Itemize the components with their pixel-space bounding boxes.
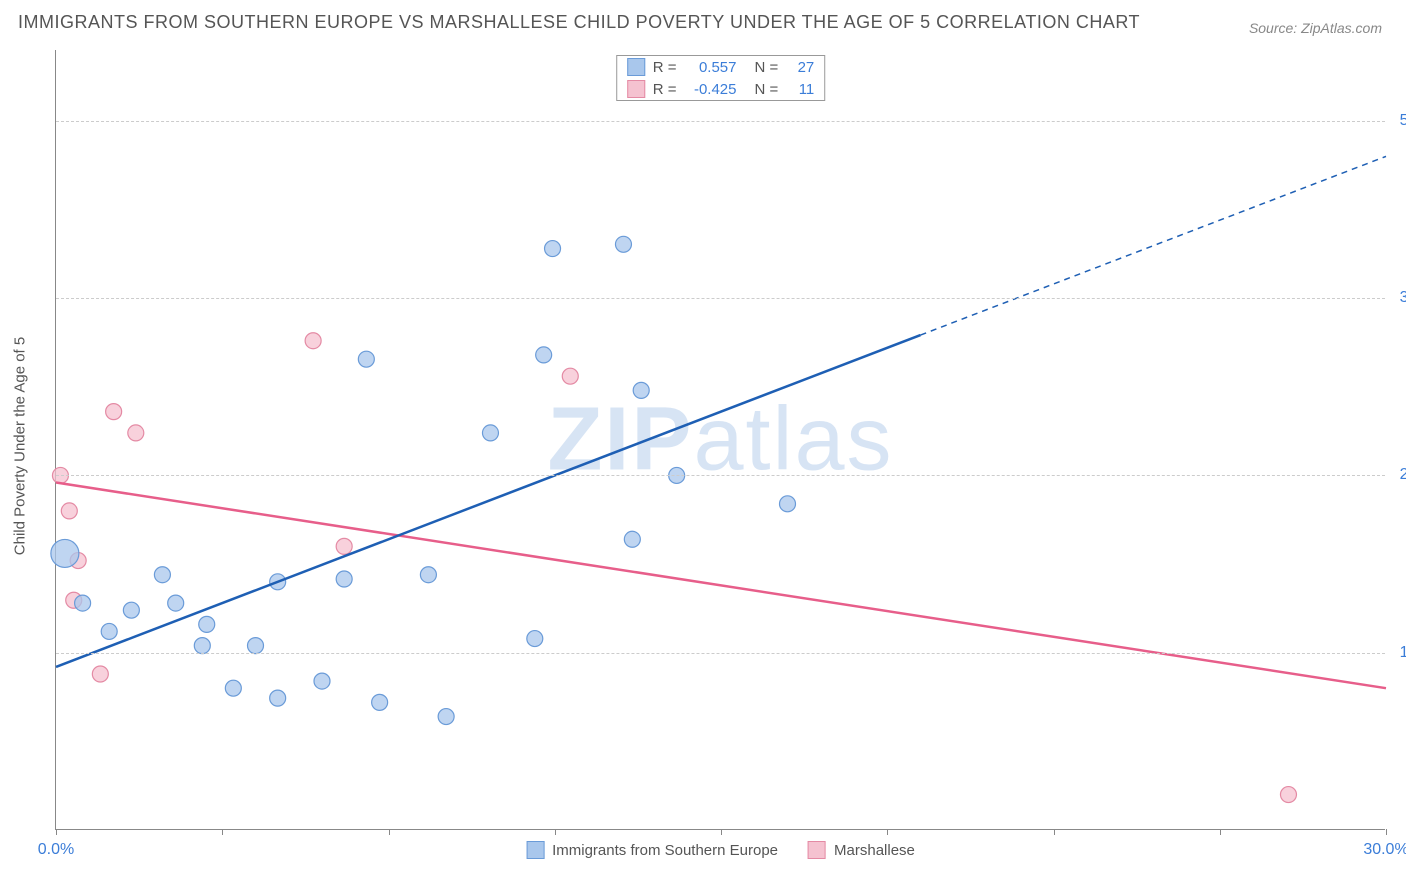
x-tick [1220, 829, 1221, 835]
grid-line [56, 653, 1385, 654]
scatter-point-series1 [780, 496, 796, 512]
correlation-legend-row: R = -0.425 N = 11 [617, 78, 825, 100]
legend-swatch-icon [627, 58, 645, 76]
scatter-point-series1 [358, 351, 374, 367]
series-legend-item: Marshallese [808, 841, 915, 859]
scatter-point-series2 [61, 503, 77, 519]
scatter-point-series2 [336, 538, 352, 554]
legend-swatch-icon [808, 841, 826, 859]
x-tick [389, 829, 390, 835]
scatter-point-series1 [336, 571, 352, 587]
scatter-point-series1 [438, 709, 454, 725]
plot-area: ZIPatlas R =0.557N =27R =-0.425N =11 Imm… [55, 50, 1385, 830]
scatter-point-series1 [420, 567, 436, 583]
grid-line [56, 475, 1385, 476]
scatter-point-series1 [194, 638, 210, 654]
scatter-point-series1 [482, 425, 498, 441]
scatter-point-series1 [545, 241, 561, 257]
correlation-legend-row: R = 0.557 N = 27 [617, 56, 825, 78]
grid-line [56, 121, 1385, 122]
scatter-point-series1 [270, 690, 286, 706]
legend-swatch-icon [627, 80, 645, 98]
r-value: -0.425 [685, 81, 737, 98]
grid-line [56, 298, 1385, 299]
n-value: 27 [786, 59, 814, 76]
scatter-point-series1 [199, 616, 215, 632]
y-axis-label: Child Poverty Under the Age of 5 [12, 337, 29, 555]
scatter-point-series2 [562, 368, 578, 384]
x-tick [721, 829, 722, 835]
chart-title: IMMIGRANTS FROM SOUTHERN EUROPE VS MARSH… [18, 12, 1140, 33]
scatter-point-series2 [1280, 787, 1296, 803]
x-tick-label: 30.0% [1363, 841, 1406, 859]
x-tick [56, 829, 57, 835]
scatter-point-series1 [75, 595, 91, 611]
scatter-point-series1 [123, 602, 139, 618]
scatter-point-series2 [92, 666, 108, 682]
scatter-point-series2 [128, 425, 144, 441]
legend-swatch-icon [526, 841, 544, 859]
n-label: N = [755, 81, 779, 98]
series-legend-label: Marshallese [834, 842, 915, 859]
series-legend-item: Immigrants from Southern Europe [526, 841, 778, 859]
scatter-point-series1 [168, 595, 184, 611]
n-value: 11 [786, 81, 814, 98]
scatter-point-series1 [154, 567, 170, 583]
r-label: R = [653, 59, 677, 76]
scatter-point-series1 [314, 673, 330, 689]
scatter-point-series1 [633, 382, 649, 398]
scatter-point-series1 [225, 680, 241, 696]
scatter-point-series1 [101, 623, 117, 639]
y-tick-label: 25.0% [1390, 466, 1406, 484]
correlation-legend: R = 0.557 N = 27 R = -0.425 N = 11 [616, 55, 826, 101]
x-tick [222, 829, 223, 835]
series-legend-label: Immigrants from Southern Europe [552, 842, 778, 859]
y-tick-label: 37.5% [1390, 289, 1406, 307]
scatter-point-series1 [51, 539, 79, 567]
trend-line-series2 [56, 483, 1386, 689]
trend-line-series1-dashed [921, 156, 1387, 335]
scatter-point-series1 [624, 531, 640, 547]
r-value: 0.557 [685, 59, 737, 76]
scatter-point-series2 [106, 404, 122, 420]
scatter-point-series1 [536, 347, 552, 363]
x-tick [1054, 829, 1055, 835]
scatter-point-series2 [305, 333, 321, 349]
x-tick-label: 0.0% [38, 841, 74, 859]
scatter-point-series1 [372, 694, 388, 710]
scatter-point-series1 [248, 638, 264, 654]
series-legend: Immigrants from Southern Europe Marshalle… [526, 841, 915, 859]
r-label: R = [653, 81, 677, 98]
source-attribution: Source: ZipAtlas.com [1249, 20, 1382, 36]
scatter-point-series1 [615, 236, 631, 252]
n-label: N = [755, 59, 779, 76]
x-tick [1386, 829, 1387, 835]
scatter-point-series1 [527, 631, 543, 647]
x-tick [555, 829, 556, 835]
y-tick-label: 50.0% [1390, 112, 1406, 130]
plot-svg [56, 50, 1385, 829]
x-tick [887, 829, 888, 835]
y-tick-label: 12.5% [1390, 644, 1406, 662]
chart-container: IMMIGRANTS FROM SOUTHERN EUROPE VS MARSH… [0, 0, 1406, 892]
